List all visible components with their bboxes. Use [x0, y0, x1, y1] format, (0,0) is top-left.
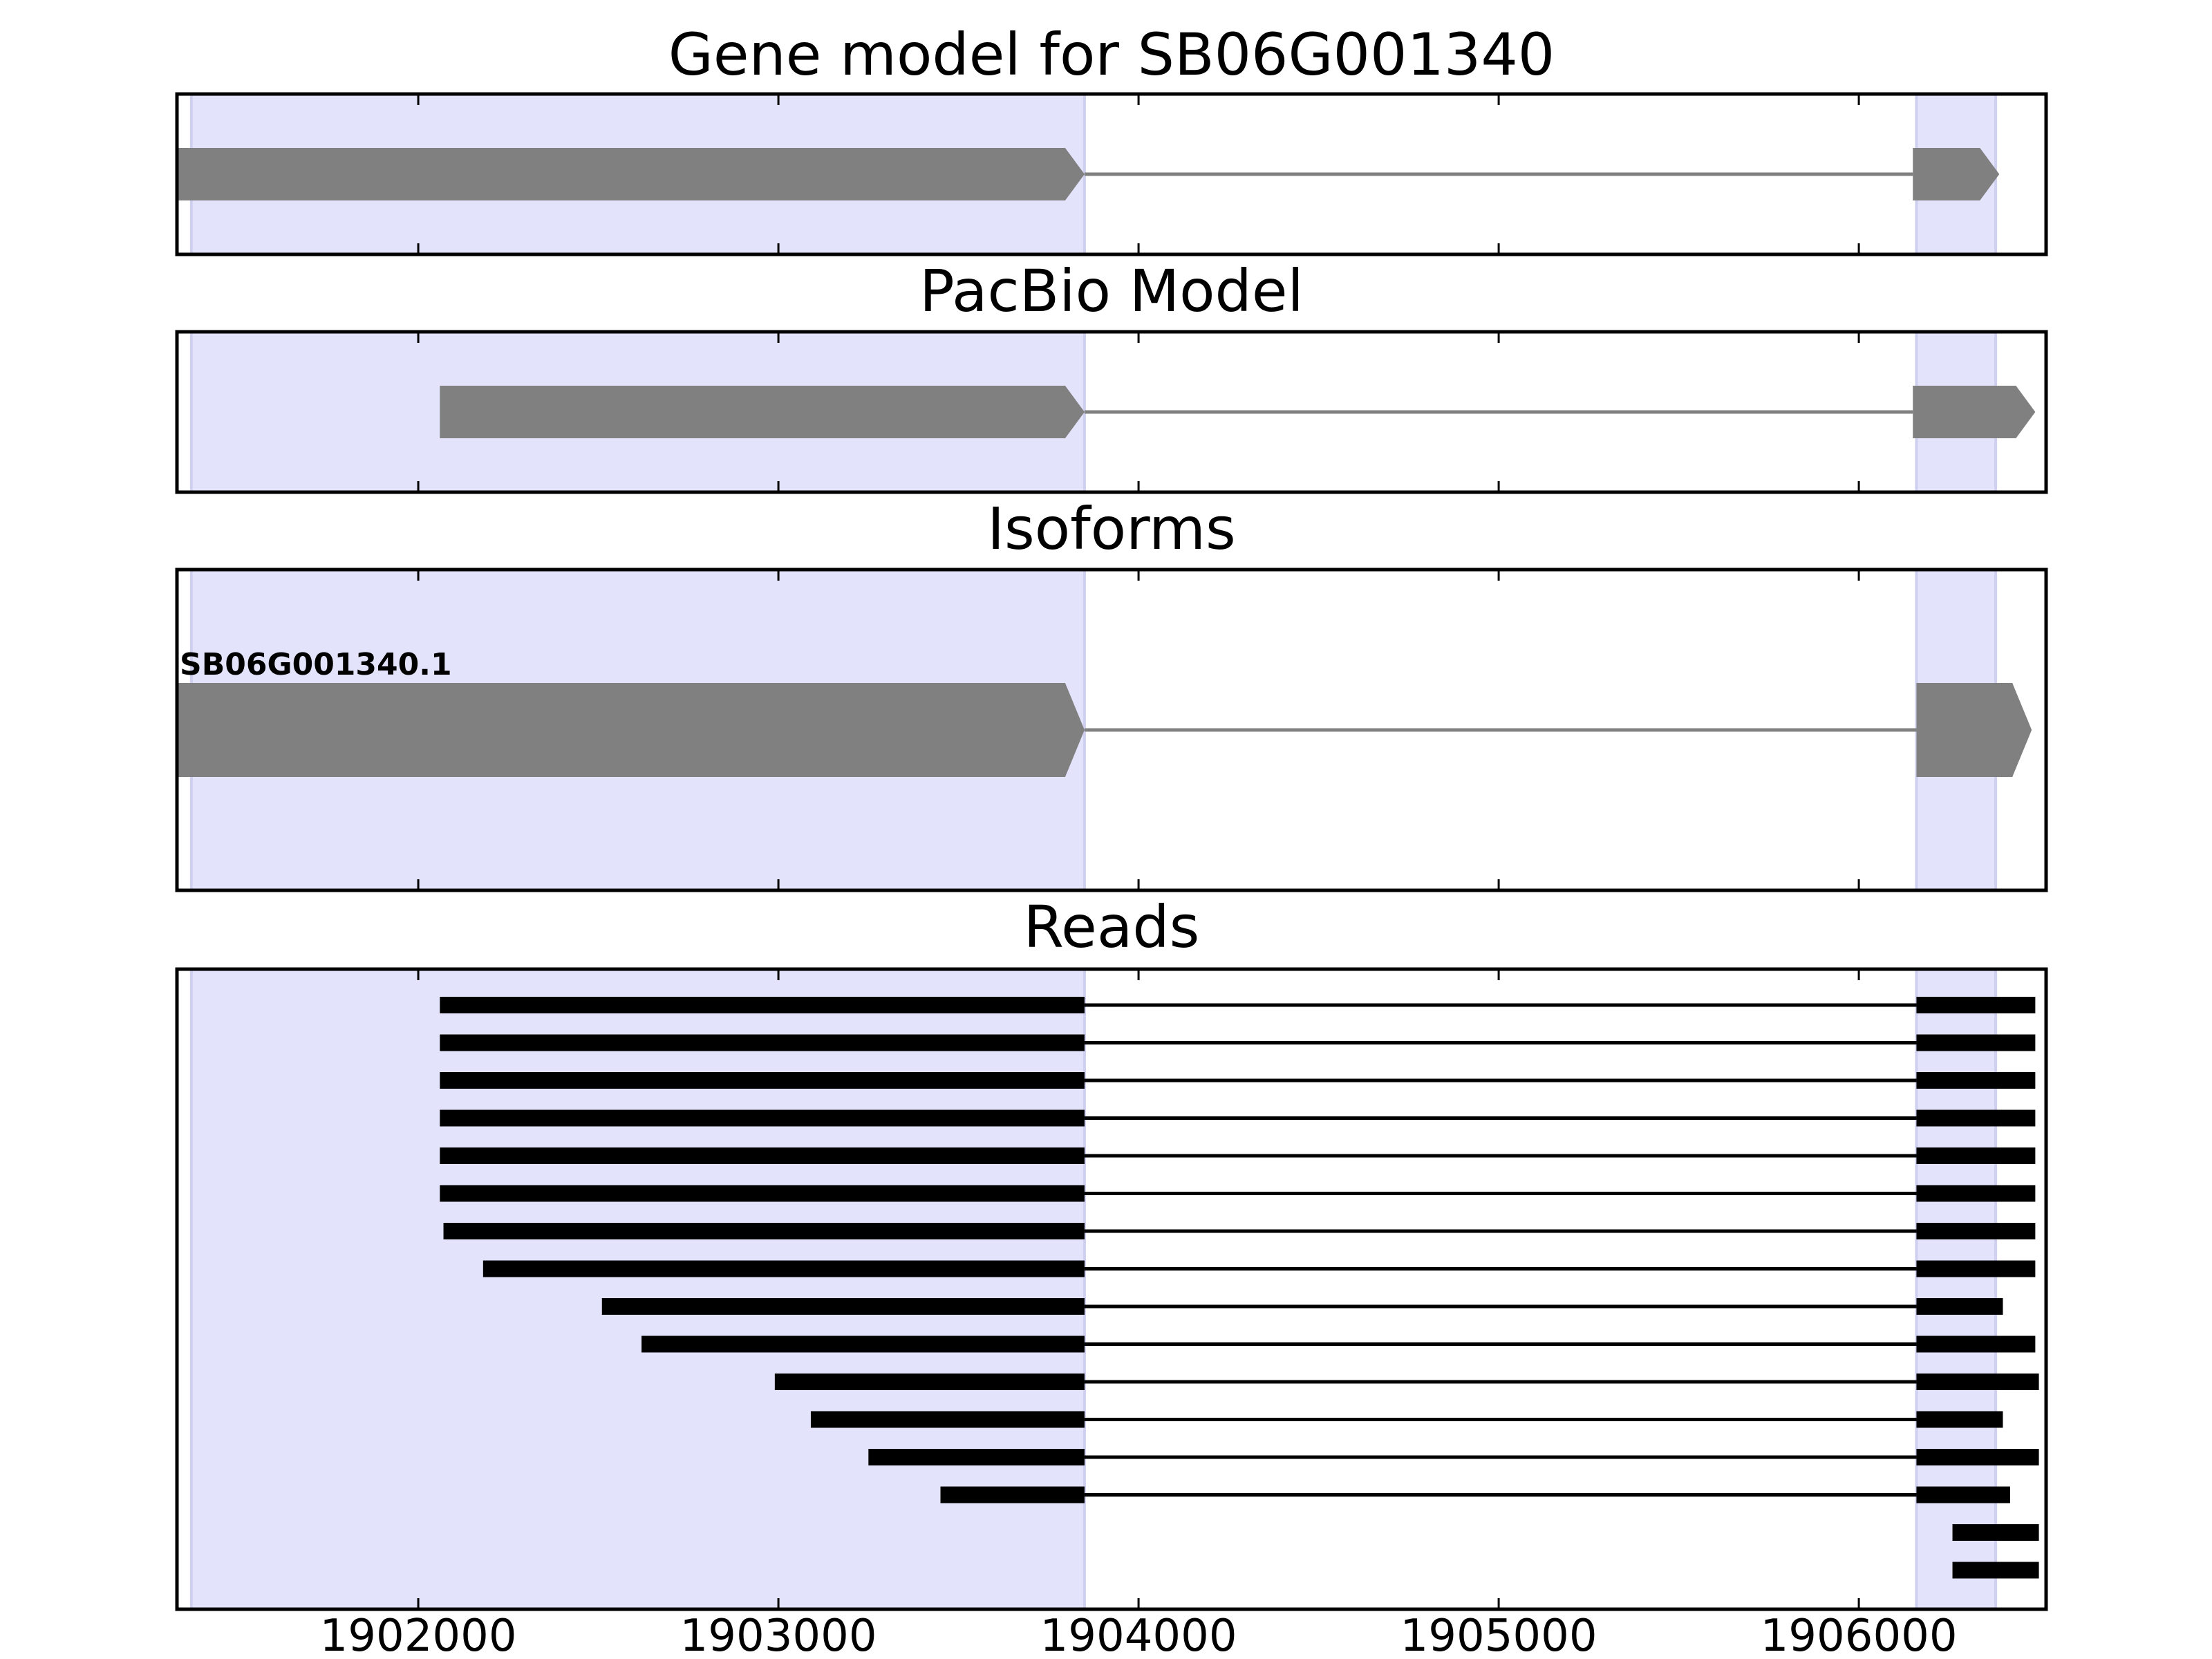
- read-block: [601, 1298, 1085, 1315]
- read-block: [1916, 1374, 2039, 1390]
- read: [1952, 1562, 2039, 1579]
- read: [940, 1486, 2010, 1503]
- read-block: [774, 1374, 1085, 1390]
- read-block: [1916, 997, 2036, 1013]
- exon-arrow: [1913, 386, 2036, 438]
- read-block: [1916, 1109, 2036, 1127]
- read-block: [868, 1449, 1085, 1465]
- read-block: [1916, 1034, 2036, 1051]
- track-panel: Reads: [175, 893, 2048, 1611]
- panel-title: Reads: [1024, 893, 1200, 961]
- read-block: [440, 1109, 1085, 1127]
- read-block: [482, 1260, 1085, 1277]
- read: [601, 1298, 2003, 1315]
- read-block: [440, 997, 1085, 1013]
- read-block: [1916, 1298, 2003, 1315]
- read-block: [440, 1147, 1085, 1164]
- panel-title: PacBio Model: [919, 257, 1304, 325]
- x-tick-label: 1906000: [1761, 1611, 1958, 1659]
- x-tick-label: 1904000: [1040, 1611, 1237, 1659]
- read-block: [443, 1223, 1085, 1239]
- read: [443, 1223, 2036, 1239]
- read-block: [1916, 1449, 2039, 1465]
- exon-arrow: [1913, 148, 2000, 200]
- axes-frame: [175, 568, 2048, 892]
- read-block: [1916, 1147, 2036, 1164]
- read: [1952, 1524, 2039, 1541]
- exon-arrow: [440, 386, 1085, 438]
- axes-frame: [175, 967, 2048, 1611]
- read-block: [440, 1034, 1085, 1051]
- read: [440, 997, 2036, 1013]
- read-block: [810, 1411, 1085, 1428]
- read-block: [1916, 1486, 2010, 1503]
- read-block: [440, 1072, 1085, 1089]
- panel-title: Isoforms: [987, 495, 1236, 563]
- exon-arrow: [177, 683, 1085, 777]
- panels: Gene model for SB06G001340 PacBio Model Is…: [175, 21, 2048, 1611]
- track-panel: Isoforms SB06G001340.1: [175, 495, 2048, 892]
- x-axis: 1902000 1903000 1904000 1905000 1906000: [320, 1611, 1958, 1659]
- read: [482, 1260, 2036, 1277]
- read-block: [1916, 1335, 2036, 1353]
- axes-frame: [175, 330, 2048, 494]
- x-tick-label: 1902000: [320, 1611, 517, 1659]
- read-block: [641, 1335, 1085, 1353]
- read-block: [1916, 1223, 2036, 1239]
- exon-arrow: [1916, 683, 2032, 777]
- read-block: [1916, 1072, 2036, 1089]
- read: [440, 1109, 2036, 1127]
- panel-content: [177, 94, 2000, 254]
- panel-content: [189, 332, 2036, 492]
- axes-frame: [175, 92, 2048, 256]
- read: [440, 1072, 2036, 1089]
- panel-content: [189, 969, 2039, 1609]
- read: [440, 1034, 2036, 1051]
- read: [440, 1147, 2036, 1164]
- exon-arrow: [177, 148, 1085, 200]
- read: [440, 1185, 2036, 1202]
- read-block: [1952, 1562, 2039, 1579]
- x-tick-label: 1903000: [680, 1611, 877, 1659]
- track-panel: Gene model for SB06G001340: [175, 21, 2048, 256]
- read-block: [1916, 1185, 2036, 1202]
- isoform-label: SB06G001340.1: [180, 647, 452, 682]
- panel-title: Gene model for SB06G001340: [668, 21, 1555, 88]
- read: [774, 1374, 2039, 1390]
- x-tick-label: 1905000: [1400, 1611, 1597, 1659]
- panel-content: SB06G001340.1: [177, 570, 2032, 890]
- read: [641, 1335, 2036, 1353]
- read-block: [1916, 1260, 2036, 1277]
- read-block: [940, 1486, 1085, 1503]
- read: [810, 1411, 2003, 1428]
- read-block: [1952, 1524, 2039, 1541]
- track-panel: PacBio Model: [175, 257, 2048, 494]
- read-block: [440, 1185, 1085, 1202]
- highlight-region: [1915, 969, 1998, 1609]
- read: [868, 1449, 2039, 1465]
- highlight-region: [189, 969, 1086, 1609]
- read-block: [1916, 1411, 2003, 1428]
